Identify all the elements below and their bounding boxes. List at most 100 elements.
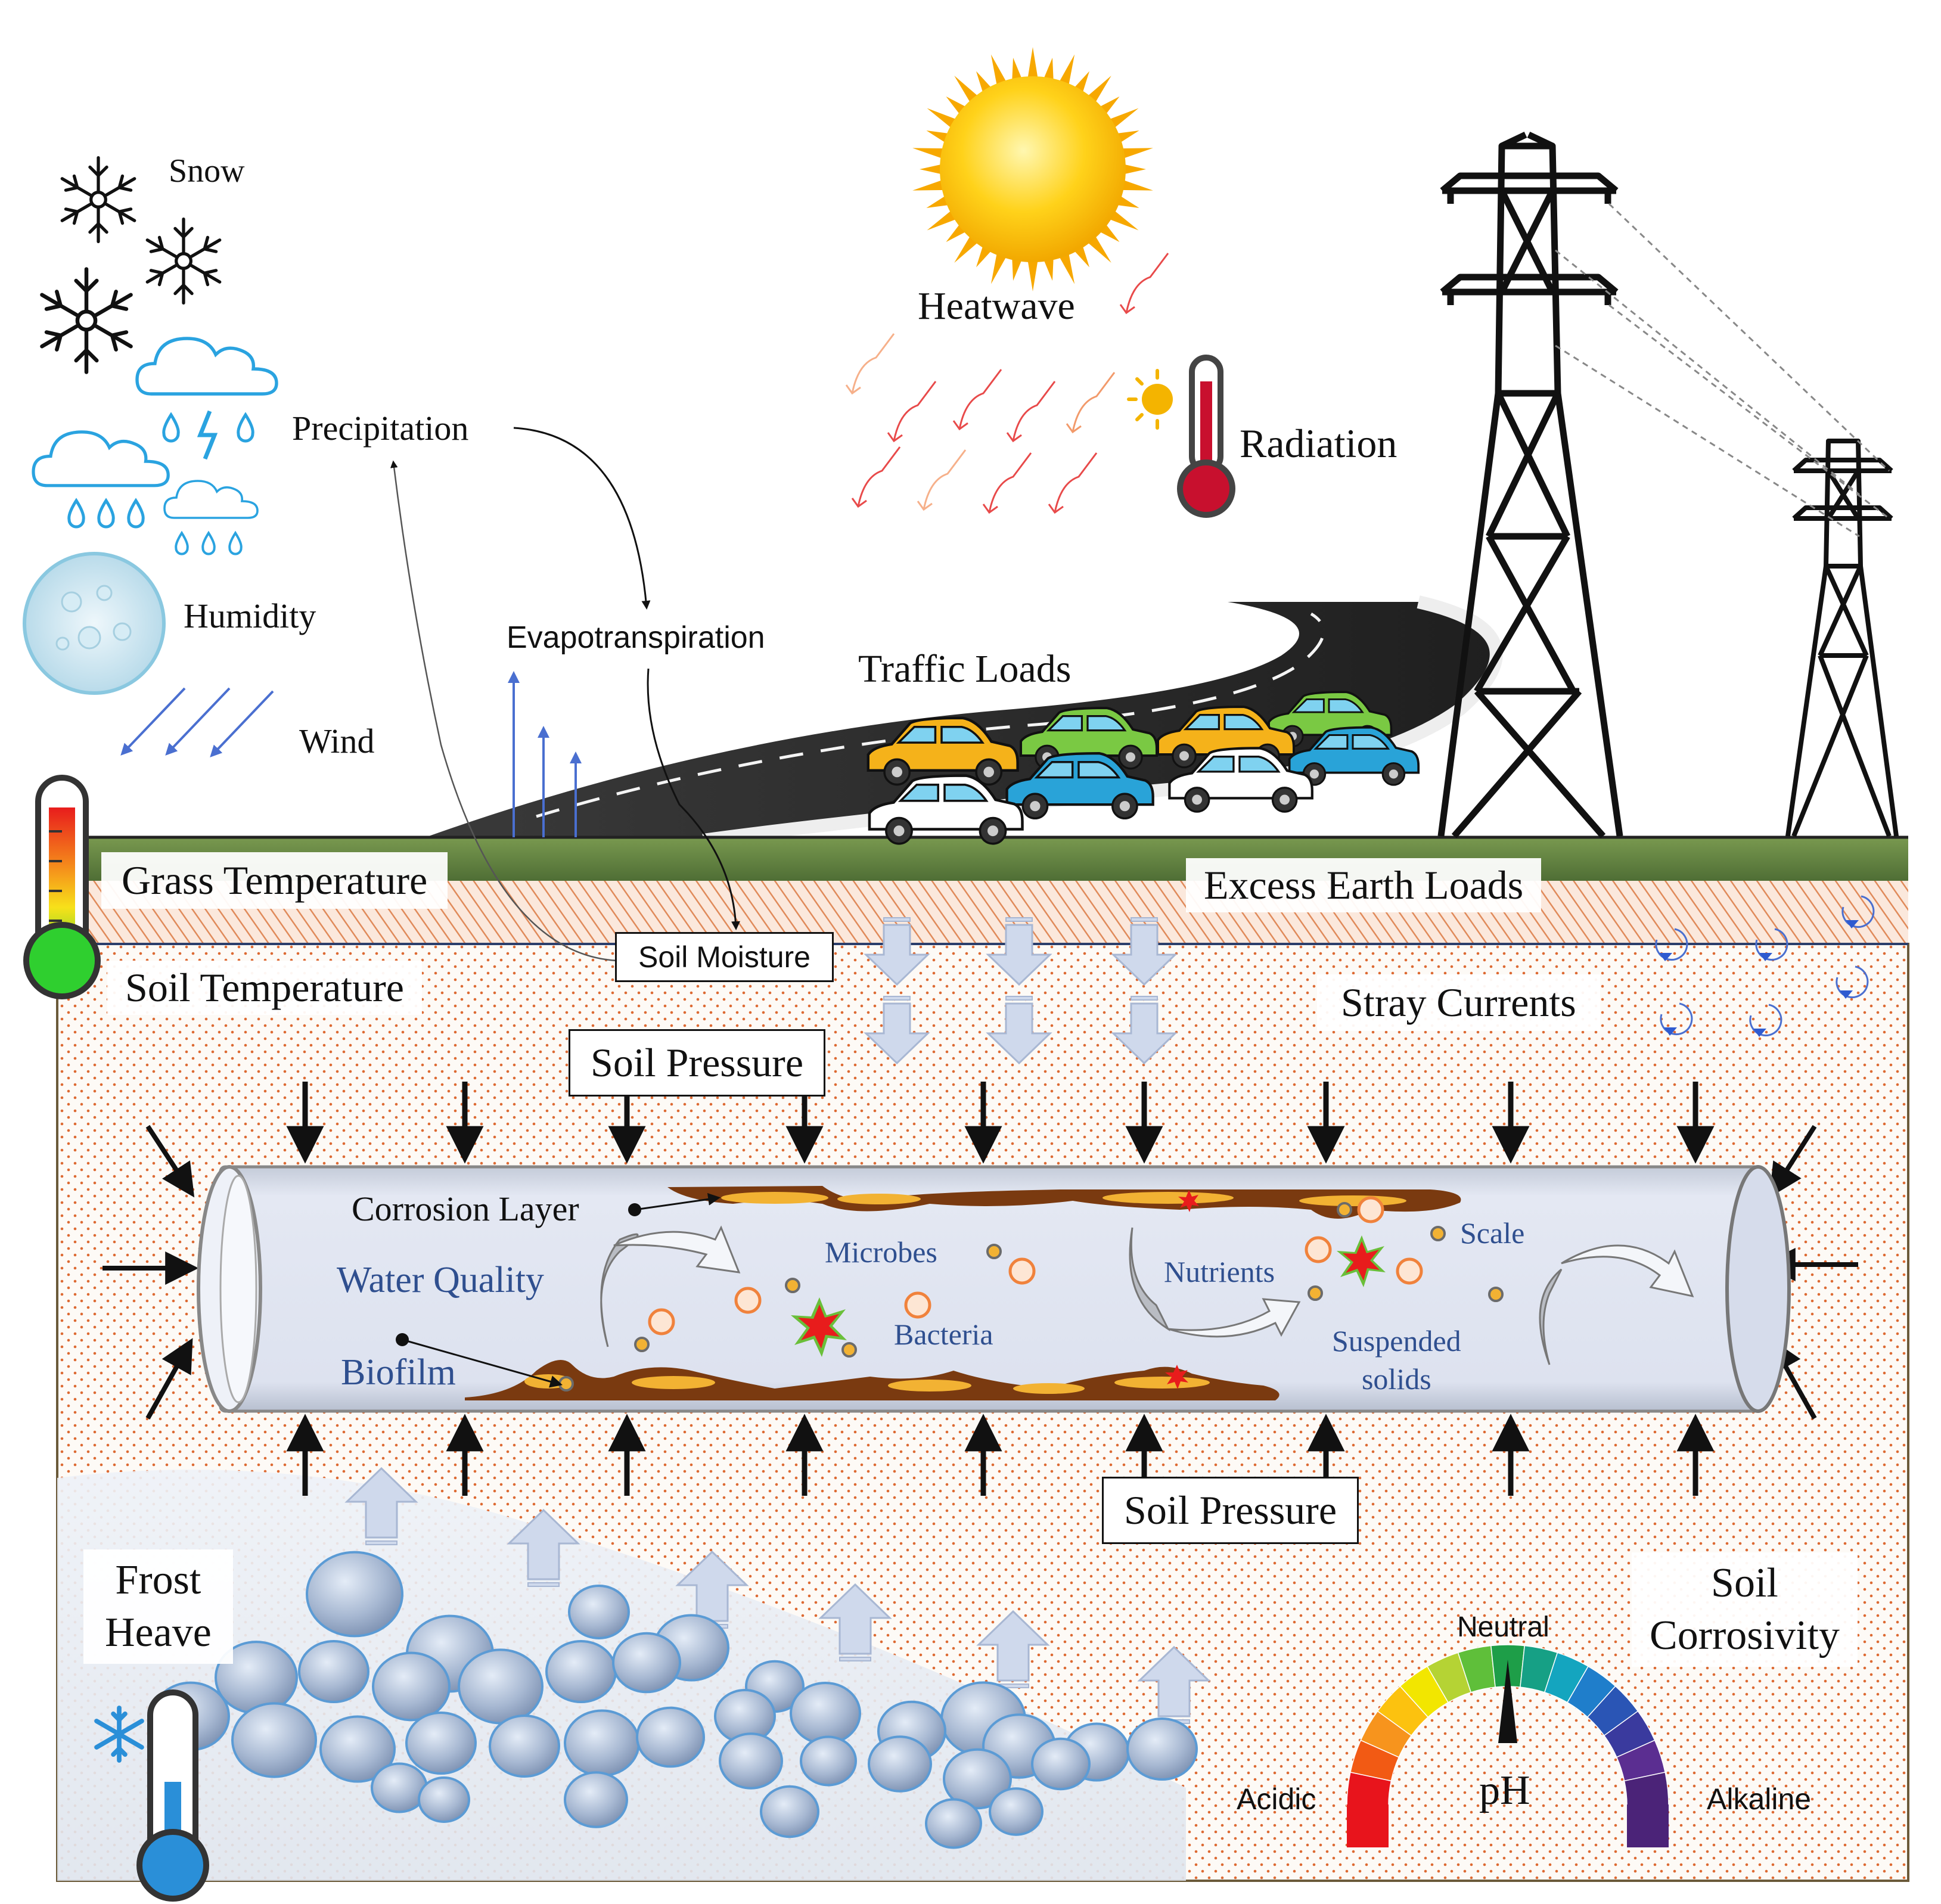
lightning-icon xyxy=(197,410,218,460)
suspended-line2: solids xyxy=(1361,1362,1431,1396)
power-tower-large xyxy=(1437,132,1623,838)
heat-arrow-icon xyxy=(982,452,1032,514)
temperature-thermometer-icon xyxy=(23,775,101,999)
ice-lens-icon xyxy=(1031,1737,1091,1791)
corrosion-layer-label: Corrosion Layer xyxy=(352,1189,579,1228)
rain-drop-icon xyxy=(203,533,215,554)
bacteria-icon xyxy=(648,1308,675,1335)
grass-temperature-label: Grass Temperature xyxy=(101,852,448,909)
frost-heave-label: Frost Heave xyxy=(83,1549,233,1664)
suspended-solid-icon xyxy=(785,1278,800,1293)
heat-arrow-icon xyxy=(1048,452,1098,514)
rain-drop-icon xyxy=(229,533,241,554)
snowflake-icon xyxy=(42,269,131,372)
radiation-label: Radiation xyxy=(1240,421,1397,466)
rain-drop-icon xyxy=(238,415,253,441)
bacteria-icon xyxy=(734,1287,762,1314)
wind-arrows-icon xyxy=(120,687,274,757)
heat-arrow-icon xyxy=(1119,253,1169,315)
suspended-solid-icon xyxy=(1430,1226,1446,1241)
suspended-line1: Suspended xyxy=(1332,1324,1461,1358)
snow-label: Snow xyxy=(169,153,245,190)
heat-arrow-icon xyxy=(1066,372,1116,434)
ice-lens-icon xyxy=(298,1639,369,1704)
heat-arrow-icon xyxy=(845,333,895,395)
ph-gauge xyxy=(1346,1644,1669,1847)
ice-lens-icon xyxy=(458,1648,544,1725)
ph-alkaline-tail xyxy=(1627,1804,1669,1847)
frost-heave-line2: Heave xyxy=(105,1610,212,1655)
storm-cloud-icon xyxy=(137,338,277,394)
biofilm-label: Biofilm xyxy=(341,1352,456,1393)
ice-lens-icon xyxy=(790,1681,861,1745)
heat-arrow-icon xyxy=(851,446,901,508)
heatwave-label: Heatwave xyxy=(918,284,1075,328)
soil-corrosivity-label: Soil Corrosivity xyxy=(1632,1552,1858,1667)
ph-acidic-label: Acidic xyxy=(1237,1782,1316,1816)
evap-to-moisture-arrow xyxy=(647,668,740,930)
ph-acidic-tail xyxy=(1347,1804,1389,1847)
excess-earth-loads-label: Excess Earth Loads xyxy=(1186,858,1542,912)
nutrients-label: Nutrients xyxy=(1164,1255,1275,1288)
soil-pressure-top-label: Soil Pressure xyxy=(569,1029,825,1097)
ice-lens-icon xyxy=(418,1776,470,1823)
humidity-label: Humidity xyxy=(184,597,316,635)
microbe-burst-icon xyxy=(1178,1190,1199,1212)
microbe-burst-icon xyxy=(1165,1365,1188,1389)
ice-lens-icon xyxy=(231,1702,317,1778)
humidity-icon xyxy=(23,552,166,695)
evapotranspiration-arrows-icon xyxy=(508,671,582,837)
wind-label: Wind xyxy=(299,722,375,760)
frost-heave-line1: Frost xyxy=(115,1557,201,1603)
suspended-solids-label: Suspended solids xyxy=(1332,1322,1461,1398)
precipitation-label: Precipitation xyxy=(292,409,469,448)
ph-neutral-label: Neutral xyxy=(1457,1611,1549,1643)
microbe-burst-icon xyxy=(791,1297,847,1357)
heat-arrow-icon xyxy=(887,381,937,443)
frost-ice-lenses xyxy=(151,1551,1198,1849)
ice-lens-icon xyxy=(636,1706,705,1768)
ice-lens-icon xyxy=(1126,1717,1198,1781)
suspended-solid-icon xyxy=(1488,1287,1504,1302)
power-lines xyxy=(1555,203,1890,538)
heat-arrow-icon xyxy=(1006,381,1056,443)
bacteria-label: Bacteria xyxy=(894,1318,993,1351)
rain-cloud-icon xyxy=(33,432,168,486)
power-tower-small xyxy=(1785,439,1899,837)
snowflake-icon xyxy=(62,158,134,242)
stray-currents-label: Stray Currents xyxy=(1317,974,1600,1031)
ice-lens-icon xyxy=(568,1585,630,1639)
rain-drop-icon xyxy=(164,415,179,441)
suspended-solid-icon xyxy=(634,1337,650,1352)
ice-lens-icon xyxy=(868,1735,932,1793)
rain-drop-icon xyxy=(69,501,84,527)
bacteria-icon xyxy=(1396,1257,1423,1285)
ice-lens-icon xyxy=(989,1787,1044,1836)
soil-pressure-bottom-label: Soil Pressure xyxy=(1102,1477,1359,1544)
ice-lens-icon xyxy=(372,1651,451,1722)
bacteria-icon xyxy=(1305,1236,1332,1263)
suspended-solid-icon xyxy=(1308,1285,1323,1301)
flow-arrows xyxy=(600,1225,1694,1365)
suspended-solid-icon xyxy=(1337,1202,1352,1217)
rain-drop-icon xyxy=(99,501,114,527)
ice-lens-icon xyxy=(564,1771,628,1828)
precip-to-evap-arrow xyxy=(513,427,651,610)
moisture-to-precip-arrow xyxy=(390,460,617,962)
bacteria-icon xyxy=(1357,1196,1384,1223)
rain-drop-icon xyxy=(129,501,144,527)
soil-temperature-label: Soil Temperature xyxy=(107,961,422,1015)
soil-pressure-arrows-top xyxy=(286,1082,1715,1164)
ice-lens-icon xyxy=(719,1732,783,1790)
evapotranspiration-label: Evapotranspiration xyxy=(507,620,765,655)
suspended-solid-icon xyxy=(986,1244,1002,1259)
ice-lens-icon xyxy=(319,1715,396,1783)
ice-lens-icon xyxy=(800,1735,857,1787)
ice-lens-icon xyxy=(306,1551,403,1638)
ice-lens-icon xyxy=(925,1798,982,1849)
soil-moisture-label: Soil Moisture xyxy=(615,932,834,982)
heatwave-arrows-icon xyxy=(845,253,1169,514)
soil-corrosivity-line2: Corrosivity xyxy=(1650,1613,1840,1658)
ice-lens-icon xyxy=(545,1639,617,1704)
